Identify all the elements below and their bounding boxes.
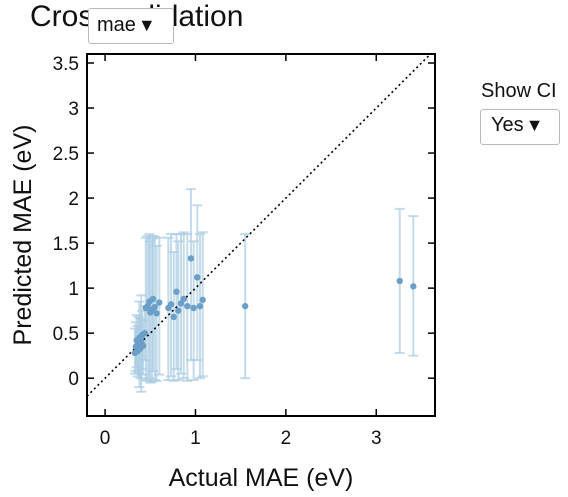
caret-down-icon: ▼ <box>525 115 544 135</box>
x-tick-label: 1 <box>190 428 201 449</box>
data-point <box>173 288 180 295</box>
data-point <box>149 295 157 303</box>
data-point <box>156 299 163 306</box>
caret-down-icon: ▼ <box>137 15 156 35</box>
y-tick-label: 3.5 <box>53 54 79 75</box>
y-tick-label: 0.5 <box>53 324 79 345</box>
plot-frame <box>86 53 436 417</box>
error-bars <box>129 188 419 393</box>
data-point <box>410 283 417 290</box>
x-tick-label: 3 <box>371 428 382 449</box>
data-point <box>190 304 197 312</box>
metric-dropdown-value: mae <box>97 14 136 36</box>
y-tick-label: 1 <box>68 279 79 300</box>
data-point <box>141 329 149 337</box>
reference-line-y-equals-x <box>87 54 432 397</box>
data-point <box>241 302 249 310</box>
data-point <box>139 342 147 349</box>
error-bar <box>197 231 208 378</box>
show-ci-dropdown[interactable]: Yes ▼ <box>480 109 560 145</box>
data-point <box>175 307 182 314</box>
show-ci-label: Show CI <box>481 80 557 102</box>
data-point <box>151 303 158 311</box>
data-point <box>187 255 195 262</box>
x-tick-label: 2 <box>281 428 292 449</box>
data-point <box>167 301 175 308</box>
y-axis-label: Predicted MAE (eV) <box>9 125 37 346</box>
data-point <box>194 274 201 281</box>
data-point <box>180 295 187 303</box>
y-tick-label: 2.5 <box>53 144 79 165</box>
y-tick-label: 3 <box>68 99 79 120</box>
data-point <box>199 296 206 304</box>
error-bar <box>154 236 165 376</box>
show-ci-dropdown-value: Yes <box>491 114 524 136</box>
y-tick-label: 0 <box>68 369 79 390</box>
y-tick-label: 2 <box>68 189 79 210</box>
x-tick-label: 0 <box>100 428 111 449</box>
metric-dropdown[interactable]: mae ▼ <box>88 8 174 44</box>
data-points <box>131 255 417 357</box>
x-axis-label: Actual MAE (eV) <box>169 464 354 492</box>
y-tick-label: 1.5 <box>53 234 79 255</box>
data-point <box>196 302 204 310</box>
data-point <box>184 302 191 310</box>
data-point <box>170 313 177 321</box>
data-point <box>153 310 160 317</box>
axis-ticks: 0 1 2 3 0 0.5 1 1.5 2 2.5 3 3.5 <box>53 54 435 449</box>
data-point <box>396 277 403 285</box>
